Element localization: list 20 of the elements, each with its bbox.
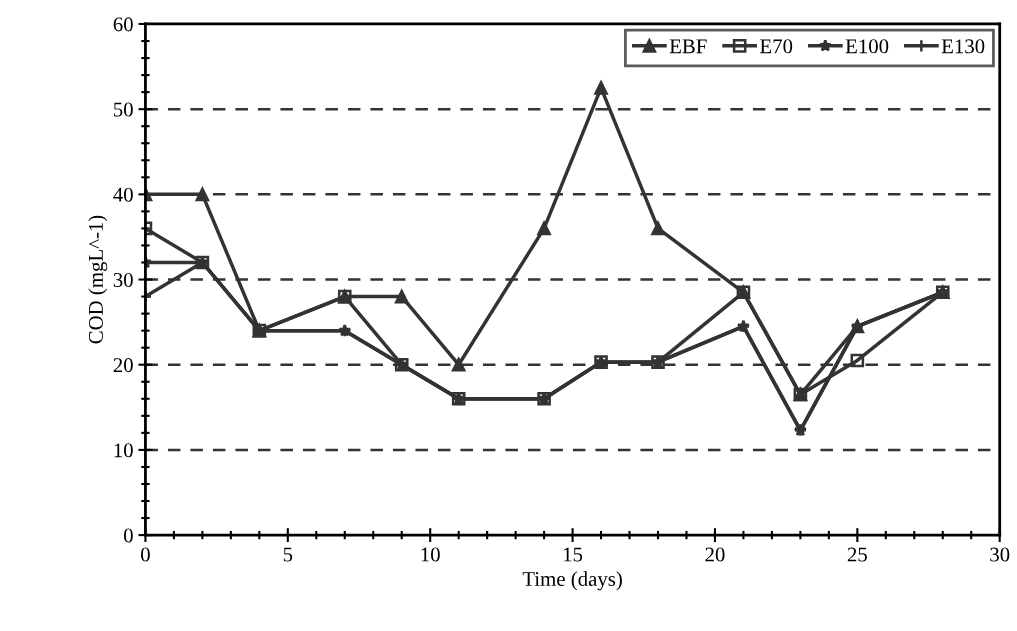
x-tick-label: 20: [705, 547, 725, 562]
y-tick-label: 40: [113, 187, 133, 202]
legend-label: EBF: [669, 39, 707, 54]
y-tick-label: 60: [113, 17, 133, 32]
y-axis-title: COD (mgL^-1): [88, 215, 108, 344]
x-tick-label: 0: [141, 547, 150, 562]
x-tick-label: 10: [421, 547, 440, 562]
x-tick-label: 15: [563, 547, 583, 562]
legend-label: E100: [845, 39, 889, 54]
legend-label: E130: [941, 39, 985, 54]
y-tick-label: 10: [114, 443, 133, 458]
legend-label: E70: [760, 39, 793, 54]
y-tick-label: 20: [113, 358, 133, 373]
y-tick-label: 0: [124, 528, 133, 543]
x-tick-label: 30: [990, 547, 1010, 562]
x-axis-title: Time (days): [522, 571, 622, 591]
y-tick-label: 30: [113, 272, 133, 287]
x-tick-label: 5: [283, 547, 293, 562]
y-tick-label: 50: [114, 102, 133, 117]
x-tick-label: 25: [847, 547, 867, 562]
